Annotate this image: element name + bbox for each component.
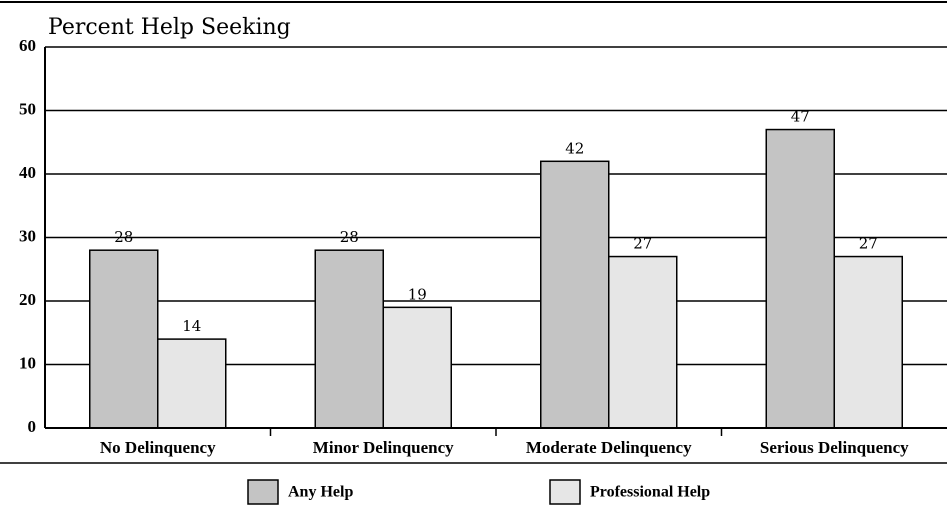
y-tick-label: 0 — [28, 417, 37, 436]
legend-swatch — [549, 479, 581, 505]
chart-title: Percent Help Seeking — [48, 15, 291, 40]
value-label: 27 — [859, 235, 878, 253]
y-tick-label: 30 — [19, 226, 36, 245]
legend-label: Professional Help — [590, 484, 710, 501]
value-label: 28 — [114, 228, 133, 246]
y-tick-label: 50 — [19, 99, 36, 118]
x-tick-label: Serious Delinquency — [760, 438, 909, 457]
value-label: 42 — [565, 139, 584, 157]
value-label: 14 — [182, 317, 201, 335]
legend-label: Any Help — [288, 484, 353, 501]
bar — [89, 249, 159, 429]
bar — [157, 338, 227, 429]
value-label: 47 — [791, 108, 810, 126]
value-label: 27 — [633, 235, 652, 253]
bar — [608, 255, 678, 429]
bar — [833, 255, 903, 429]
x-tick-label: Moderate Delinquency — [526, 438, 692, 457]
x-tick-label: No Delinquency — [100, 438, 216, 457]
bar — [765, 128, 835, 429]
bar — [540, 160, 610, 429]
legend-swatch — [247, 479, 279, 505]
value-label: 28 — [340, 228, 359, 246]
value-label: 19 — [408, 285, 427, 303]
y-tick-label: 20 — [19, 290, 36, 309]
y-tick-label: 10 — [19, 353, 36, 372]
y-tick-label: 60 — [19, 36, 36, 55]
bar — [382, 306, 452, 429]
y-tick-label: 40 — [19, 163, 36, 182]
x-tick-label: Minor Delinquency — [313, 438, 454, 457]
bar — [314, 249, 384, 429]
